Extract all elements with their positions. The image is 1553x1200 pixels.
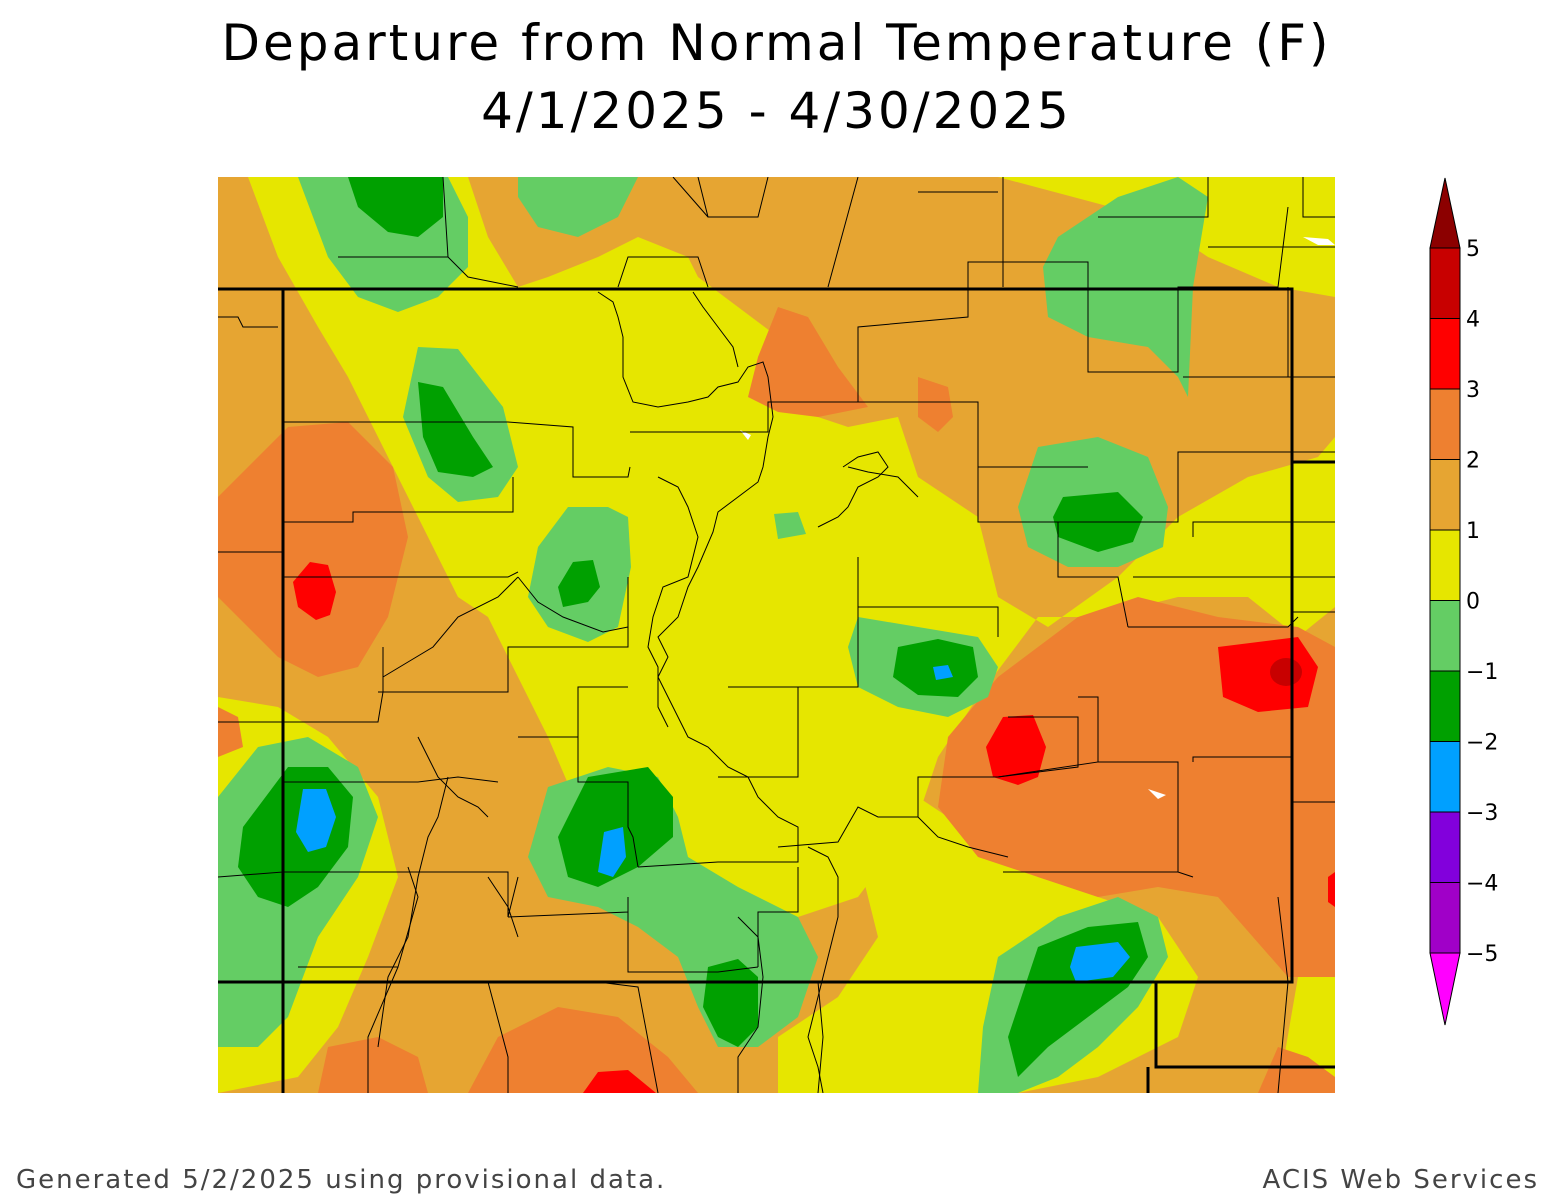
county-lines-wiggly — [377, 291, 919, 1093]
legend-bin — [1429, 600, 1461, 672]
legend-bin — [1429, 882, 1461, 954]
legend-tick-label: 2 — [1466, 449, 1480, 474]
county-lines — [218, 177, 1335, 1093]
generated-note: Generated 5/2/2025 using provisional dat… — [16, 1165, 667, 1195]
legend-bin — [1429, 670, 1461, 742]
legend-bin — [1429, 459, 1461, 531]
state-boundaries — [218, 287, 1335, 1093]
color-scale-legend: 5 4 3 2 1 0 −1 −2 −3 −4 −5 — [1429, 177, 1498, 1026]
legend-bin — [1429, 388, 1461, 460]
legend-tick-label: −1 — [1466, 660, 1498, 685]
legend-tick-label: 4 — [1466, 308, 1480, 333]
source-credit: ACIS Web Services — [1262, 1165, 1539, 1195]
legend-tick-label: 5 — [1466, 237, 1480, 262]
legend-tick-label: −2 — [1466, 731, 1498, 756]
legend-low-arrow — [1429, 952, 1461, 1026]
legend-bin — [1429, 529, 1461, 601]
legend-bin — [1429, 247, 1461, 319]
legend-tick-label: 1 — [1466, 519, 1480, 544]
legend-tick-label: −5 — [1466, 942, 1498, 967]
legend-bin — [1429, 811, 1461, 883]
legend-bin — [1429, 741, 1461, 813]
legend-tick-label: 3 — [1466, 378, 1480, 403]
contour-darkred — [1270, 658, 1302, 686]
contour-blue — [296, 665, 1130, 982]
temperature-departure-map — [218, 177, 1335, 1093]
legend-tick-label: −4 — [1466, 872, 1498, 897]
map-title: Departure from Normal Temperature (F) — [221, 14, 1332, 72]
legend-tick-label: −3 — [1466, 801, 1498, 826]
map-date-range: 4/1/2025 - 4/30/2025 — [481, 82, 1072, 140]
legend-high-arrow — [1429, 177, 1461, 249]
legend-bin — [1429, 318, 1461, 390]
legend-tick-label: 0 — [1466, 590, 1480, 615]
